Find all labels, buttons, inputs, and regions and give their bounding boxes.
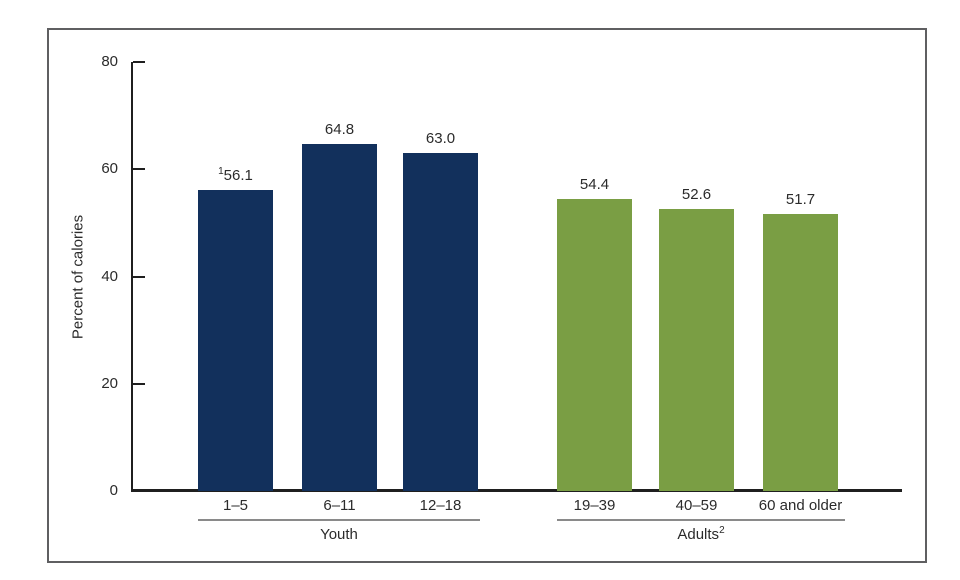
x-axis-category-label: 40–59 (675, 497, 718, 514)
x-axis-category-label: 60 and older (758, 497, 843, 514)
y-axis-tick-mark (133, 275, 145, 278)
bar (763, 214, 838, 491)
group-label: Youth (320, 526, 358, 543)
group-label: Adults2 (677, 525, 725, 544)
y-axis-line (131, 62, 133, 491)
bar (198, 190, 273, 491)
x-axis-category-label: 19–39 (573, 497, 616, 514)
y-axis-tick-label: 40 (101, 267, 118, 285)
y-axis-tick-mark (133, 168, 145, 171)
x-axis-category-label: 12–18 (419, 497, 462, 514)
bar (302, 144, 377, 491)
y-axis-tick-mark (133, 61, 145, 63)
group-underline (557, 519, 845, 521)
bar-value-label: 156.1 (218, 166, 253, 185)
x-axis-category-label: 1–5 (222, 497, 249, 514)
x-axis-line (131, 489, 902, 492)
bar (403, 153, 478, 491)
bar (557, 199, 632, 491)
footnote-marker: 2 (719, 525, 725, 536)
bar-value-label: 51.7 (785, 191, 816, 208)
bar-value-label: 64.8 (324, 121, 355, 138)
bar (659, 209, 734, 491)
x-axis-category-label: 6–11 (323, 497, 356, 514)
y-axis-tick-label: 0 (109, 482, 118, 499)
group-underline (198, 519, 480, 521)
footnote-marker: 1 (218, 166, 224, 177)
y-axis-tick-mark (133, 382, 145, 385)
y-axis-tick-label: 80 (101, 53, 118, 70)
bar-value-label: 54.4 (579, 176, 610, 193)
bar-value-label: 52.6 (681, 186, 712, 203)
bar-value-label: 63.0 (425, 130, 456, 147)
y-axis-tick-label: 60 (101, 160, 118, 178)
y-axis-tick-label: 20 (101, 374, 118, 392)
